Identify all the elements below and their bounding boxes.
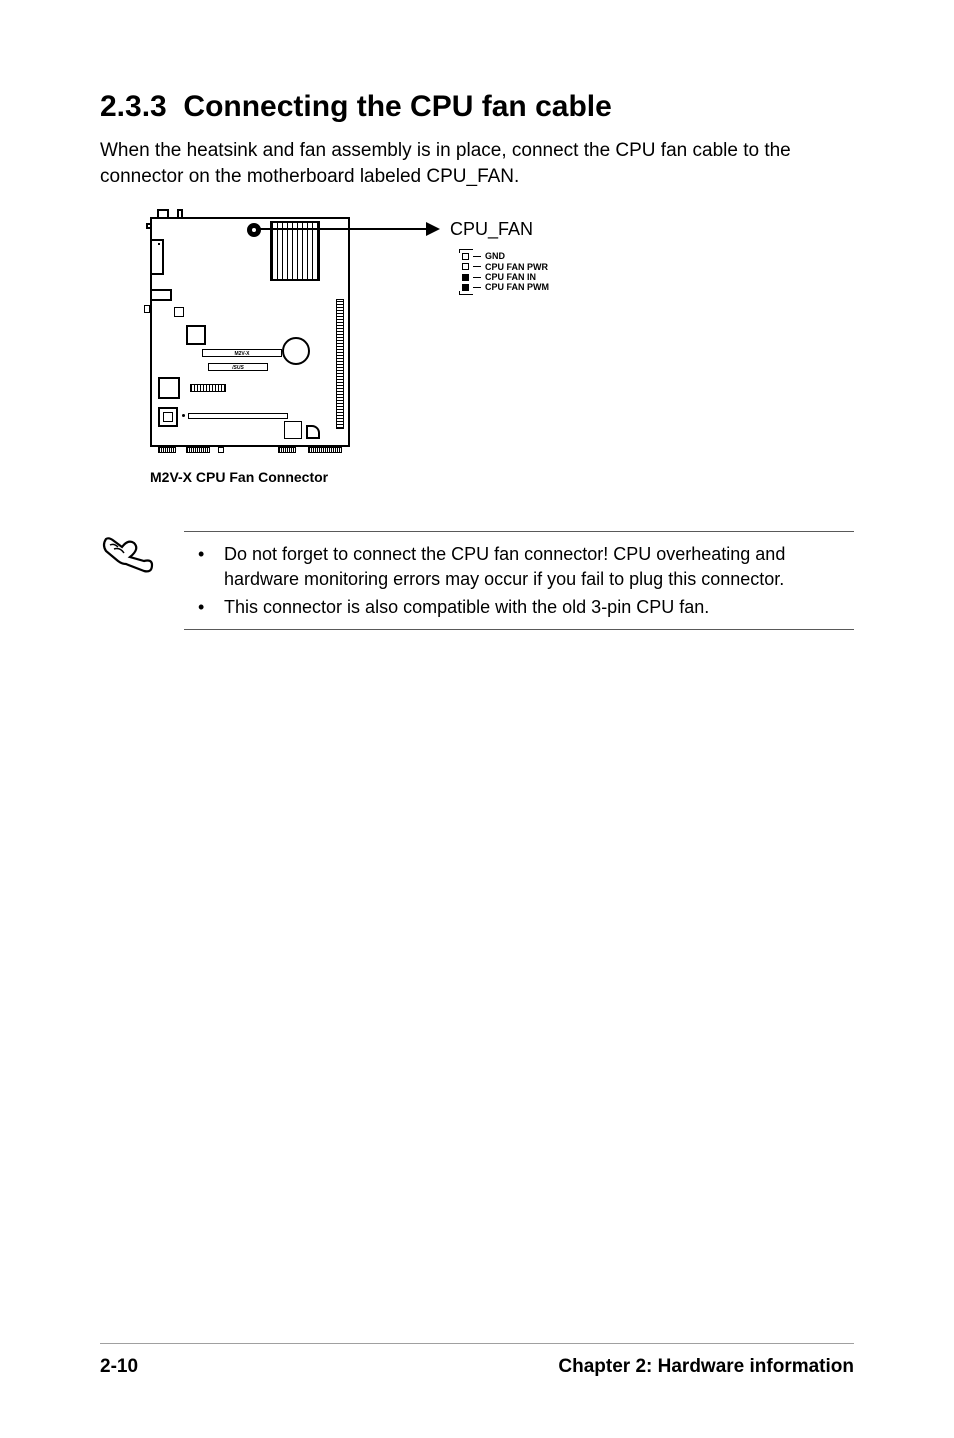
note-item: Do not forget to connect the CPU fan con… [184,542,854,591]
section-number: 2.3.3 [100,90,167,123]
io-notch [146,223,152,229]
section-heading: 2.3.3 Connecting the CPU fan cable [100,90,854,124]
note-hand-icon [100,531,156,592]
divider [184,531,854,532]
rear-io-block [150,289,172,301]
board-model-label: M2V-X [202,349,282,357]
header-pins [158,447,176,453]
header-pins [308,447,342,453]
mounting-hole-icon [247,223,261,237]
diagram: M2V-X /SUS CPU_FAN GND CPU FAN PWR CPU F… [150,217,650,497]
intro-paragraph: When the heatsink and fan assembly is in… [100,138,854,189]
chip-icon [306,425,320,439]
header-pins [218,447,224,453]
dot-icon [158,243,160,245]
note-content: Do not forget to connect the CPU fan con… [184,531,854,630]
chip-icon [158,407,178,427]
pin-label: CPU FAN PWM [485,282,549,292]
io-bump [177,209,183,219]
vrm-block [270,221,320,281]
small-chip [174,307,184,317]
pin-label: CPU FAN PWR [485,262,548,272]
pin-row: CPU FAN PWR [462,262,549,272]
pin-row: CPU FAN IN [462,272,549,282]
chapter-label: Chapter 2: Hardware information [558,1356,854,1378]
motherboard-outline: M2V-X /SUS [150,217,350,447]
chip-icon [284,421,302,439]
pinout-block: GND CPU FAN PWR CPU FAN IN CPU FAN PWM [462,251,549,292]
diagram-caption: M2V-X CPU Fan Connector [150,469,328,485]
pin-row: GND [462,251,549,261]
pin-label: CPU FAN IN [485,272,536,282]
dot-icon [182,414,185,417]
brand-label: /SUS [208,363,268,371]
header-pins [278,447,296,453]
connector-label: CPU_FAN [450,219,533,240]
divider [184,629,854,630]
pci-slot [188,413,288,419]
dimm-slots [336,299,344,429]
chip-icon [186,325,206,345]
circle-icon [282,337,310,365]
rear-io-block [150,239,164,275]
footer-divider [100,1343,854,1344]
pin-label: GND [485,251,505,261]
note-block: Do not forget to connect the CPU fan con… [100,531,854,630]
chip-icon [158,377,180,399]
io-bump [157,209,169,219]
header-pins [186,447,210,453]
page-number: 2-10 [100,1356,138,1378]
arrow-head-icon [426,222,440,236]
chip-row [190,384,226,392]
note-item: This connector is also compatible with t… [184,595,854,619]
io-notch [144,305,150,313]
pin-row: CPU FAN PWM [462,282,549,292]
section-title: Connecting the CPU fan cable [183,90,611,123]
pointer-arrow [258,228,428,230]
page-footer: 2-10 Chapter 2: Hardware information [0,1356,954,1378]
